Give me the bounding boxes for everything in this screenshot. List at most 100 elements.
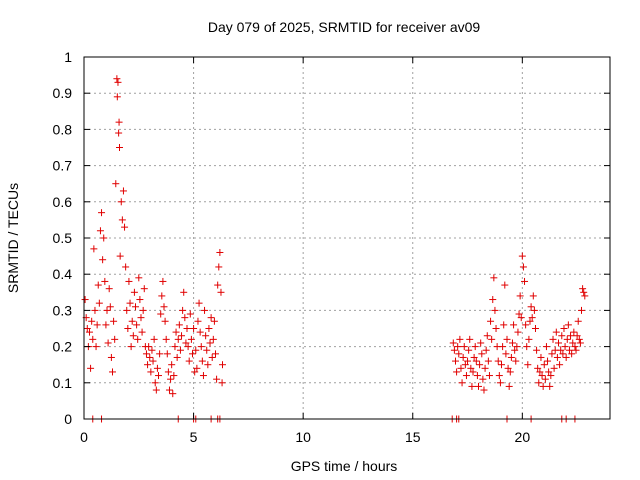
data-point (510, 321, 518, 329)
data-point (138, 328, 146, 336)
data-point (208, 353, 216, 361)
data-point (96, 227, 104, 235)
data-point (476, 361, 484, 369)
data-point (126, 299, 134, 307)
data-point (570, 328, 578, 336)
x-tick-label: 20 (515, 429, 531, 445)
data-point (115, 118, 123, 126)
data-point (125, 277, 133, 285)
data-point (453, 368, 461, 376)
data-point (113, 75, 121, 83)
data-point (124, 325, 132, 332)
data-point (502, 350, 510, 358)
data-point (524, 361, 532, 369)
data-point (503, 335, 511, 343)
data-point (508, 339, 516, 347)
data-point (456, 335, 464, 343)
data-point (168, 361, 176, 369)
data-point (472, 357, 480, 365)
data-point (147, 368, 155, 376)
data-point (155, 372, 163, 380)
data-point (98, 209, 106, 217)
data-point (544, 357, 552, 365)
data-point (455, 350, 463, 358)
data-point (173, 353, 181, 361)
axis-ticks: 00.10.20.30.40.50.60.70.80.910 5 10 15 20 (53, 49, 610, 445)
data-point (488, 335, 496, 343)
data-point (521, 277, 529, 285)
data-point (466, 335, 474, 343)
x-tick-label: 15 (405, 429, 421, 445)
data-point (113, 93, 121, 101)
data-point (115, 129, 123, 137)
data-point (522, 321, 530, 329)
data-point (556, 361, 564, 369)
data-point (184, 343, 192, 351)
data-point (144, 361, 152, 369)
data-point (175, 321, 183, 329)
y-tick-label: 0.2 (53, 339, 73, 355)
data-point (578, 306, 586, 314)
y-tick-label: 0.8 (53, 121, 73, 137)
data-point (569, 339, 577, 347)
data-point (150, 335, 158, 343)
data-point (500, 321, 508, 329)
data-point (535, 379, 543, 387)
data-point (95, 299, 103, 307)
data-point (162, 335, 170, 343)
data-point (153, 364, 161, 372)
data-point (146, 353, 154, 361)
y-tick-label: 0.1 (53, 375, 73, 391)
data-point (117, 198, 125, 206)
data-point (142, 350, 150, 358)
data-point (546, 382, 554, 390)
data-point (139, 306, 147, 314)
data-point (145, 343, 153, 351)
data-point (214, 281, 222, 289)
data-point (99, 256, 107, 264)
data-point (130, 288, 138, 296)
data-point (169, 390, 177, 398)
data-point (101, 277, 109, 285)
data-point (541, 375, 549, 383)
data-point (103, 306, 111, 314)
y-tick-label: 0.3 (53, 302, 73, 318)
data-point (501, 281, 509, 289)
data-point (112, 180, 120, 188)
data-point (176, 346, 184, 354)
data-point (203, 346, 211, 354)
data-point (213, 375, 221, 383)
data-point (483, 332, 491, 340)
data-point (132, 303, 140, 311)
data-point (558, 332, 566, 340)
data-point (90, 245, 98, 253)
data-point (457, 364, 465, 372)
data-point (506, 368, 514, 376)
data-point (196, 328, 204, 336)
data-point (519, 263, 527, 271)
data-point (565, 346, 573, 354)
data-point (164, 368, 172, 376)
data-point (548, 350, 556, 358)
data-point (198, 357, 206, 365)
data-point (537, 353, 545, 361)
data-point (107, 353, 115, 361)
data-point (557, 346, 565, 354)
data-point (528, 314, 536, 322)
data-point (468, 382, 476, 390)
data-point (477, 339, 485, 347)
data-point (174, 335, 182, 343)
data-point (490, 274, 498, 282)
data-point (567, 332, 575, 340)
data-point (515, 310, 523, 318)
data-point (451, 357, 459, 365)
data-point (100, 234, 108, 242)
data-point (129, 332, 137, 340)
data-point (202, 332, 210, 340)
data-point (549, 335, 557, 343)
data-point (494, 357, 502, 365)
data-point (215, 263, 223, 271)
data-point (170, 372, 178, 380)
data-point (108, 368, 116, 376)
data-point (193, 364, 201, 372)
